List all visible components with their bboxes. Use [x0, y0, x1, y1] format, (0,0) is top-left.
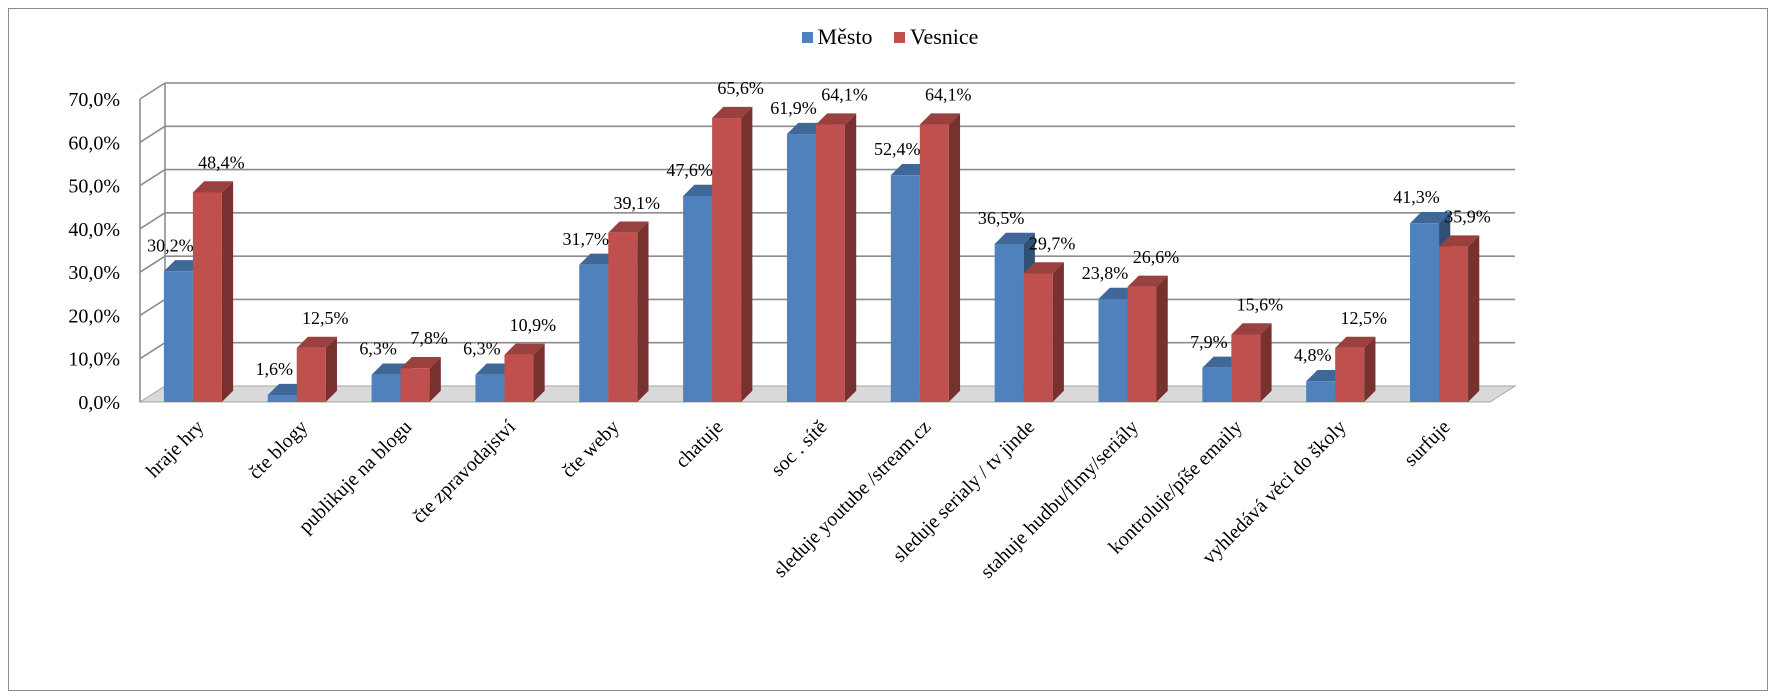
data-label: 35,9% [1444, 207, 1491, 227]
x-tick-label: čte blogy [244, 416, 312, 484]
bar-vesnice [1231, 323, 1272, 402]
data-label: 6,3% [463, 339, 501, 359]
data-label: 64,1% [925, 85, 972, 105]
gridline-side [139, 82, 166, 100]
y-tick-label: 50,0% [68, 176, 120, 198]
x-tick-label: chatuje [671, 416, 727, 472]
x-tick-label: surfuje [1400, 416, 1455, 471]
data-label: 7,8% [410, 328, 448, 348]
x-tick-label: hraje hry [142, 416, 208, 482]
gridline-side [139, 125, 166, 143]
data-label: 31,7% [563, 229, 610, 249]
bar-vesnice [1023, 262, 1064, 402]
legend-swatch-mesto [801, 32, 813, 43]
data-label: 48,4% [198, 152, 245, 172]
x-tick-label: soc . sítě [767, 416, 832, 481]
legend-label-mesto: Město [817, 24, 873, 49]
bar-vesnice [608, 221, 649, 402]
gridline-side [139, 298, 166, 317]
y-tick-label: 60,0% [68, 132, 120, 154]
data-label: 36,5% [978, 208, 1025, 228]
data-label: 29,7% [1029, 233, 1076, 253]
data-label: 47,6% [666, 160, 713, 180]
data-label: 10,9% [510, 315, 557, 335]
x-tick-label: čte weby [558, 416, 624, 482]
data-label: 12,5% [1340, 308, 1387, 328]
data-label: 39,1% [614, 193, 661, 213]
legend-item-vesnice: Vesnice [894, 24, 978, 50]
bar-vesnice [815, 113, 857, 403]
data-label: 6,3% [359, 339, 397, 359]
data-label: 4,8% [1294, 345, 1332, 365]
data-label: 41,3% [1393, 187, 1440, 207]
bar-vesnice [1439, 235, 1480, 402]
y-tick-label: 30,0% [68, 262, 120, 284]
gridline-side [139, 212, 166, 230]
data-label: 61,9% [770, 98, 817, 118]
gridline-side [139, 168, 166, 187]
bar-vesnice [712, 106, 753, 403]
data-label: 12,5% [302, 308, 349, 328]
data-label: 7,9% [1190, 332, 1228, 352]
y-tick-label: 40,0% [68, 219, 120, 241]
data-label: 52,4% [874, 139, 921, 159]
y-tick-label: 20,0% [68, 305, 120, 327]
legend-item-mesto: Město [801, 24, 873, 50]
legend-swatch-vesnice [894, 32, 906, 43]
legend-label-vesnice: Vesnice [910, 24, 979, 49]
data-label: 26,6% [1133, 247, 1180, 267]
legend: Město Vesnice [0, 24, 1780, 50]
gridline-side [139, 342, 166, 360]
data-label: 15,6% [1237, 294, 1284, 314]
bar-vesnice [1127, 275, 1168, 402]
y-tick-label: 10,0% [68, 349, 120, 371]
bar-vesnice [919, 113, 961, 403]
gridline-side [139, 255, 166, 273]
bar-vesnice [192, 181, 234, 402]
bar-vesnice [1335, 336, 1376, 402]
data-label: 64,1% [821, 85, 868, 105]
x-tick-label: čte zpravodajství [408, 416, 520, 528]
data-label: 23,8% [1082, 263, 1129, 283]
data-label: 30,2% [147, 235, 194, 255]
y-tick-label: 70,0% [68, 89, 120, 111]
data-label: 65,6% [717, 78, 764, 98]
bar-vesnice [400, 357, 441, 402]
data-label: 1,6% [255, 359, 293, 379]
bar-vesnice [504, 343, 545, 402]
x-tick-label: publikuje na blogu [295, 416, 417, 538]
bar-vesnice [296, 336, 337, 402]
y-tick-label: 0,0% [78, 392, 120, 414]
